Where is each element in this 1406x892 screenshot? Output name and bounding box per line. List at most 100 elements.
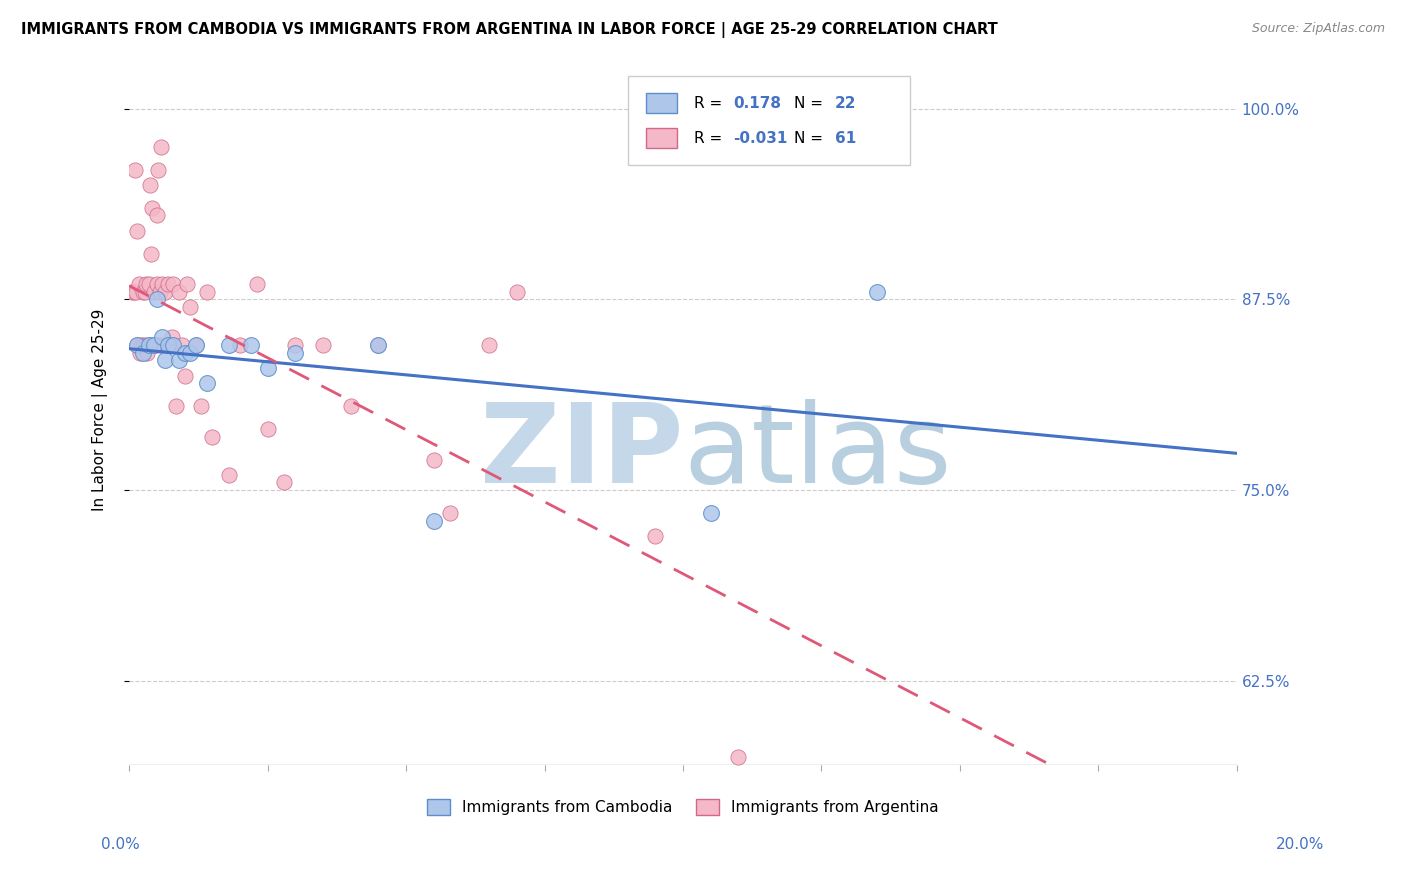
- Point: [143, 285, 166, 299]
- Point: [367, 338, 389, 352]
- Point: [127, 338, 149, 352]
- Point: [229, 338, 252, 352]
- Point: [132, 345, 155, 359]
- Point: [179, 300, 201, 314]
- Point: [138, 277, 160, 291]
- Point: [284, 338, 307, 352]
- Point: [218, 467, 240, 482]
- Point: [125, 285, 148, 299]
- Text: N =: N =: [794, 130, 828, 145]
- Point: [157, 338, 180, 352]
- Text: R =: R =: [695, 96, 727, 111]
- Point: [699, 506, 721, 520]
- Point: [135, 345, 157, 359]
- Text: atlas: atlas: [683, 399, 952, 506]
- Point: [124, 162, 146, 177]
- Point: [256, 361, 278, 376]
- Point: [146, 208, 169, 222]
- Point: [128, 277, 150, 291]
- Y-axis label: In Labor Force | Age 25-29: In Labor Force | Age 25-29: [93, 309, 108, 511]
- Text: IMMIGRANTS FROM CAMBODIA VS IMMIGRANTS FROM ARGENTINA IN LABOR FORCE | AGE 25-29: IMMIGRANTS FROM CAMBODIA VS IMMIGRANTS F…: [21, 22, 998, 38]
- Text: Source: ZipAtlas.com: Source: ZipAtlas.com: [1251, 22, 1385, 36]
- Point: [422, 514, 444, 528]
- Point: [339, 399, 361, 413]
- Text: -0.031: -0.031: [733, 130, 787, 145]
- Point: [176, 277, 198, 291]
- Point: [273, 475, 295, 490]
- Point: [866, 285, 889, 299]
- Point: [644, 529, 666, 543]
- Point: [153, 285, 176, 299]
- Point: [422, 452, 444, 467]
- Point: [170, 338, 193, 352]
- Point: [139, 178, 162, 192]
- Point: [135, 277, 157, 291]
- Point: [190, 399, 212, 413]
- Point: [141, 338, 163, 352]
- Point: [179, 345, 201, 359]
- Point: [184, 338, 207, 352]
- Bar: [647, 94, 678, 113]
- Point: [240, 338, 263, 352]
- Point: [159, 338, 181, 352]
- Point: [162, 338, 184, 352]
- Point: [132, 338, 155, 352]
- Bar: [647, 128, 678, 148]
- Point: [245, 277, 267, 291]
- Point: [127, 224, 149, 238]
- Point: [156, 277, 179, 291]
- Point: [153, 353, 176, 368]
- Point: [150, 330, 173, 344]
- Point: [218, 338, 240, 352]
- Point: [184, 338, 207, 352]
- Point: [149, 285, 172, 299]
- Point: [121, 285, 143, 299]
- Point: [150, 139, 173, 153]
- Point: [201, 430, 224, 444]
- Point: [478, 338, 501, 352]
- Point: [129, 345, 152, 359]
- Point: [167, 285, 190, 299]
- Text: 0.178: 0.178: [733, 96, 780, 111]
- Point: [165, 399, 187, 413]
- Point: [127, 338, 149, 352]
- Point: [135, 338, 157, 352]
- Point: [173, 345, 195, 359]
- Point: [167, 353, 190, 368]
- Point: [145, 338, 167, 352]
- Point: [131, 338, 153, 352]
- Point: [141, 201, 163, 215]
- Legend: Immigrants from Cambodia, Immigrants from Argentina: Immigrants from Cambodia, Immigrants fro…: [422, 793, 945, 821]
- Point: [146, 162, 169, 177]
- Point: [149, 338, 172, 352]
- Text: 20.0%: 20.0%: [1277, 838, 1324, 852]
- Text: ZIP: ZIP: [479, 399, 683, 506]
- Point: [141, 246, 163, 260]
- Point: [162, 330, 184, 344]
- Point: [134, 285, 156, 299]
- Point: [195, 376, 218, 391]
- Point: [312, 338, 335, 352]
- Point: [256, 422, 278, 436]
- Point: [727, 750, 749, 764]
- Text: 0.0%: 0.0%: [101, 838, 141, 852]
- Text: 61: 61: [835, 130, 856, 145]
- Point: [143, 338, 166, 352]
- Text: N =: N =: [794, 96, 828, 111]
- Point: [506, 285, 529, 299]
- Point: [132, 285, 155, 299]
- Point: [173, 368, 195, 383]
- Point: [284, 345, 307, 359]
- Point: [156, 338, 179, 352]
- Point: [146, 293, 169, 307]
- Point: [138, 338, 160, 352]
- Point: [367, 338, 389, 352]
- FancyBboxPatch shape: [627, 77, 910, 165]
- Point: [439, 506, 461, 520]
- Point: [150, 277, 173, 291]
- Text: R =: R =: [695, 130, 727, 145]
- Point: [122, 285, 145, 299]
- Point: [156, 338, 179, 352]
- Text: 22: 22: [835, 96, 856, 111]
- Point: [162, 277, 184, 291]
